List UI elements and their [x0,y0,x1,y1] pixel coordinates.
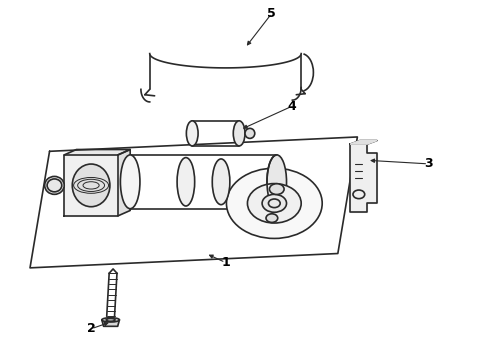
Text: 2: 2 [87,322,96,335]
Text: 4: 4 [287,100,296,113]
Ellipse shape [247,184,301,223]
Ellipse shape [233,121,245,146]
Ellipse shape [212,159,230,204]
Text: 3: 3 [424,157,433,170]
Polygon shape [64,149,130,155]
Polygon shape [118,149,130,216]
Text: 1: 1 [221,256,230,269]
Ellipse shape [45,176,64,194]
Ellipse shape [266,214,278,222]
Ellipse shape [177,158,195,206]
Ellipse shape [121,155,140,209]
Text: 5: 5 [268,7,276,20]
Polygon shape [64,155,118,216]
Ellipse shape [262,194,287,212]
Polygon shape [350,144,377,212]
Ellipse shape [73,164,110,207]
Polygon shape [102,320,120,326]
Ellipse shape [270,184,284,194]
Ellipse shape [267,155,287,209]
Polygon shape [350,140,377,144]
Ellipse shape [102,318,120,322]
Ellipse shape [245,129,255,138]
Ellipse shape [226,168,322,238]
Ellipse shape [186,121,198,146]
